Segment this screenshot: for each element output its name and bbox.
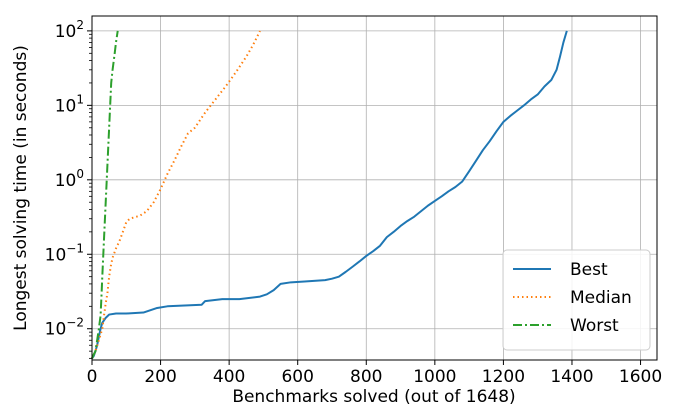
x-tick-label: 200	[144, 367, 176, 387]
x-tick-label: 800	[350, 367, 382, 387]
legend-label-worst: Worst	[570, 316, 619, 336]
x-tick-label: 1000	[413, 367, 456, 387]
x-axis-label: Benchmarks solved (out of 1648)	[232, 387, 515, 407]
series-line-median	[91, 30, 261, 359]
y-axis-label: Longest solving time (in seconds)	[11, 45, 31, 331]
plot-frame	[91, 15, 658, 361]
y-tick-label: 10−1	[45, 241, 84, 265]
y-tick-label: 102	[55, 18, 84, 42]
y-tick-label: 101	[55, 92, 84, 116]
legend-box	[502, 249, 651, 351]
x-tick-label: 1200	[482, 367, 525, 387]
x-tick-label: 1400	[550, 367, 593, 387]
axis-ticks: 0 200 400 600 800 1000 1200 1400 1600 10−2 10−1 100…	[45, 18, 663, 387]
series-line-best	[91, 30, 568, 359]
series-line-worst	[91, 30, 119, 359]
x-tick-label: 600	[281, 367, 313, 387]
y-tick-label: 10−2	[45, 316, 84, 340]
x-tick-label: 1600	[619, 367, 662, 387]
x-tick-label: 0	[87, 367, 98, 387]
legend-label-best: Best	[570, 260, 608, 280]
y-tick-label: 100	[55, 167, 84, 191]
legend: Best Median Worst	[502, 249, 651, 351]
legend-label-median: Median	[570, 288, 632, 308]
series-layer	[91, 30, 568, 359]
x-tick-label: 400	[213, 367, 245, 387]
